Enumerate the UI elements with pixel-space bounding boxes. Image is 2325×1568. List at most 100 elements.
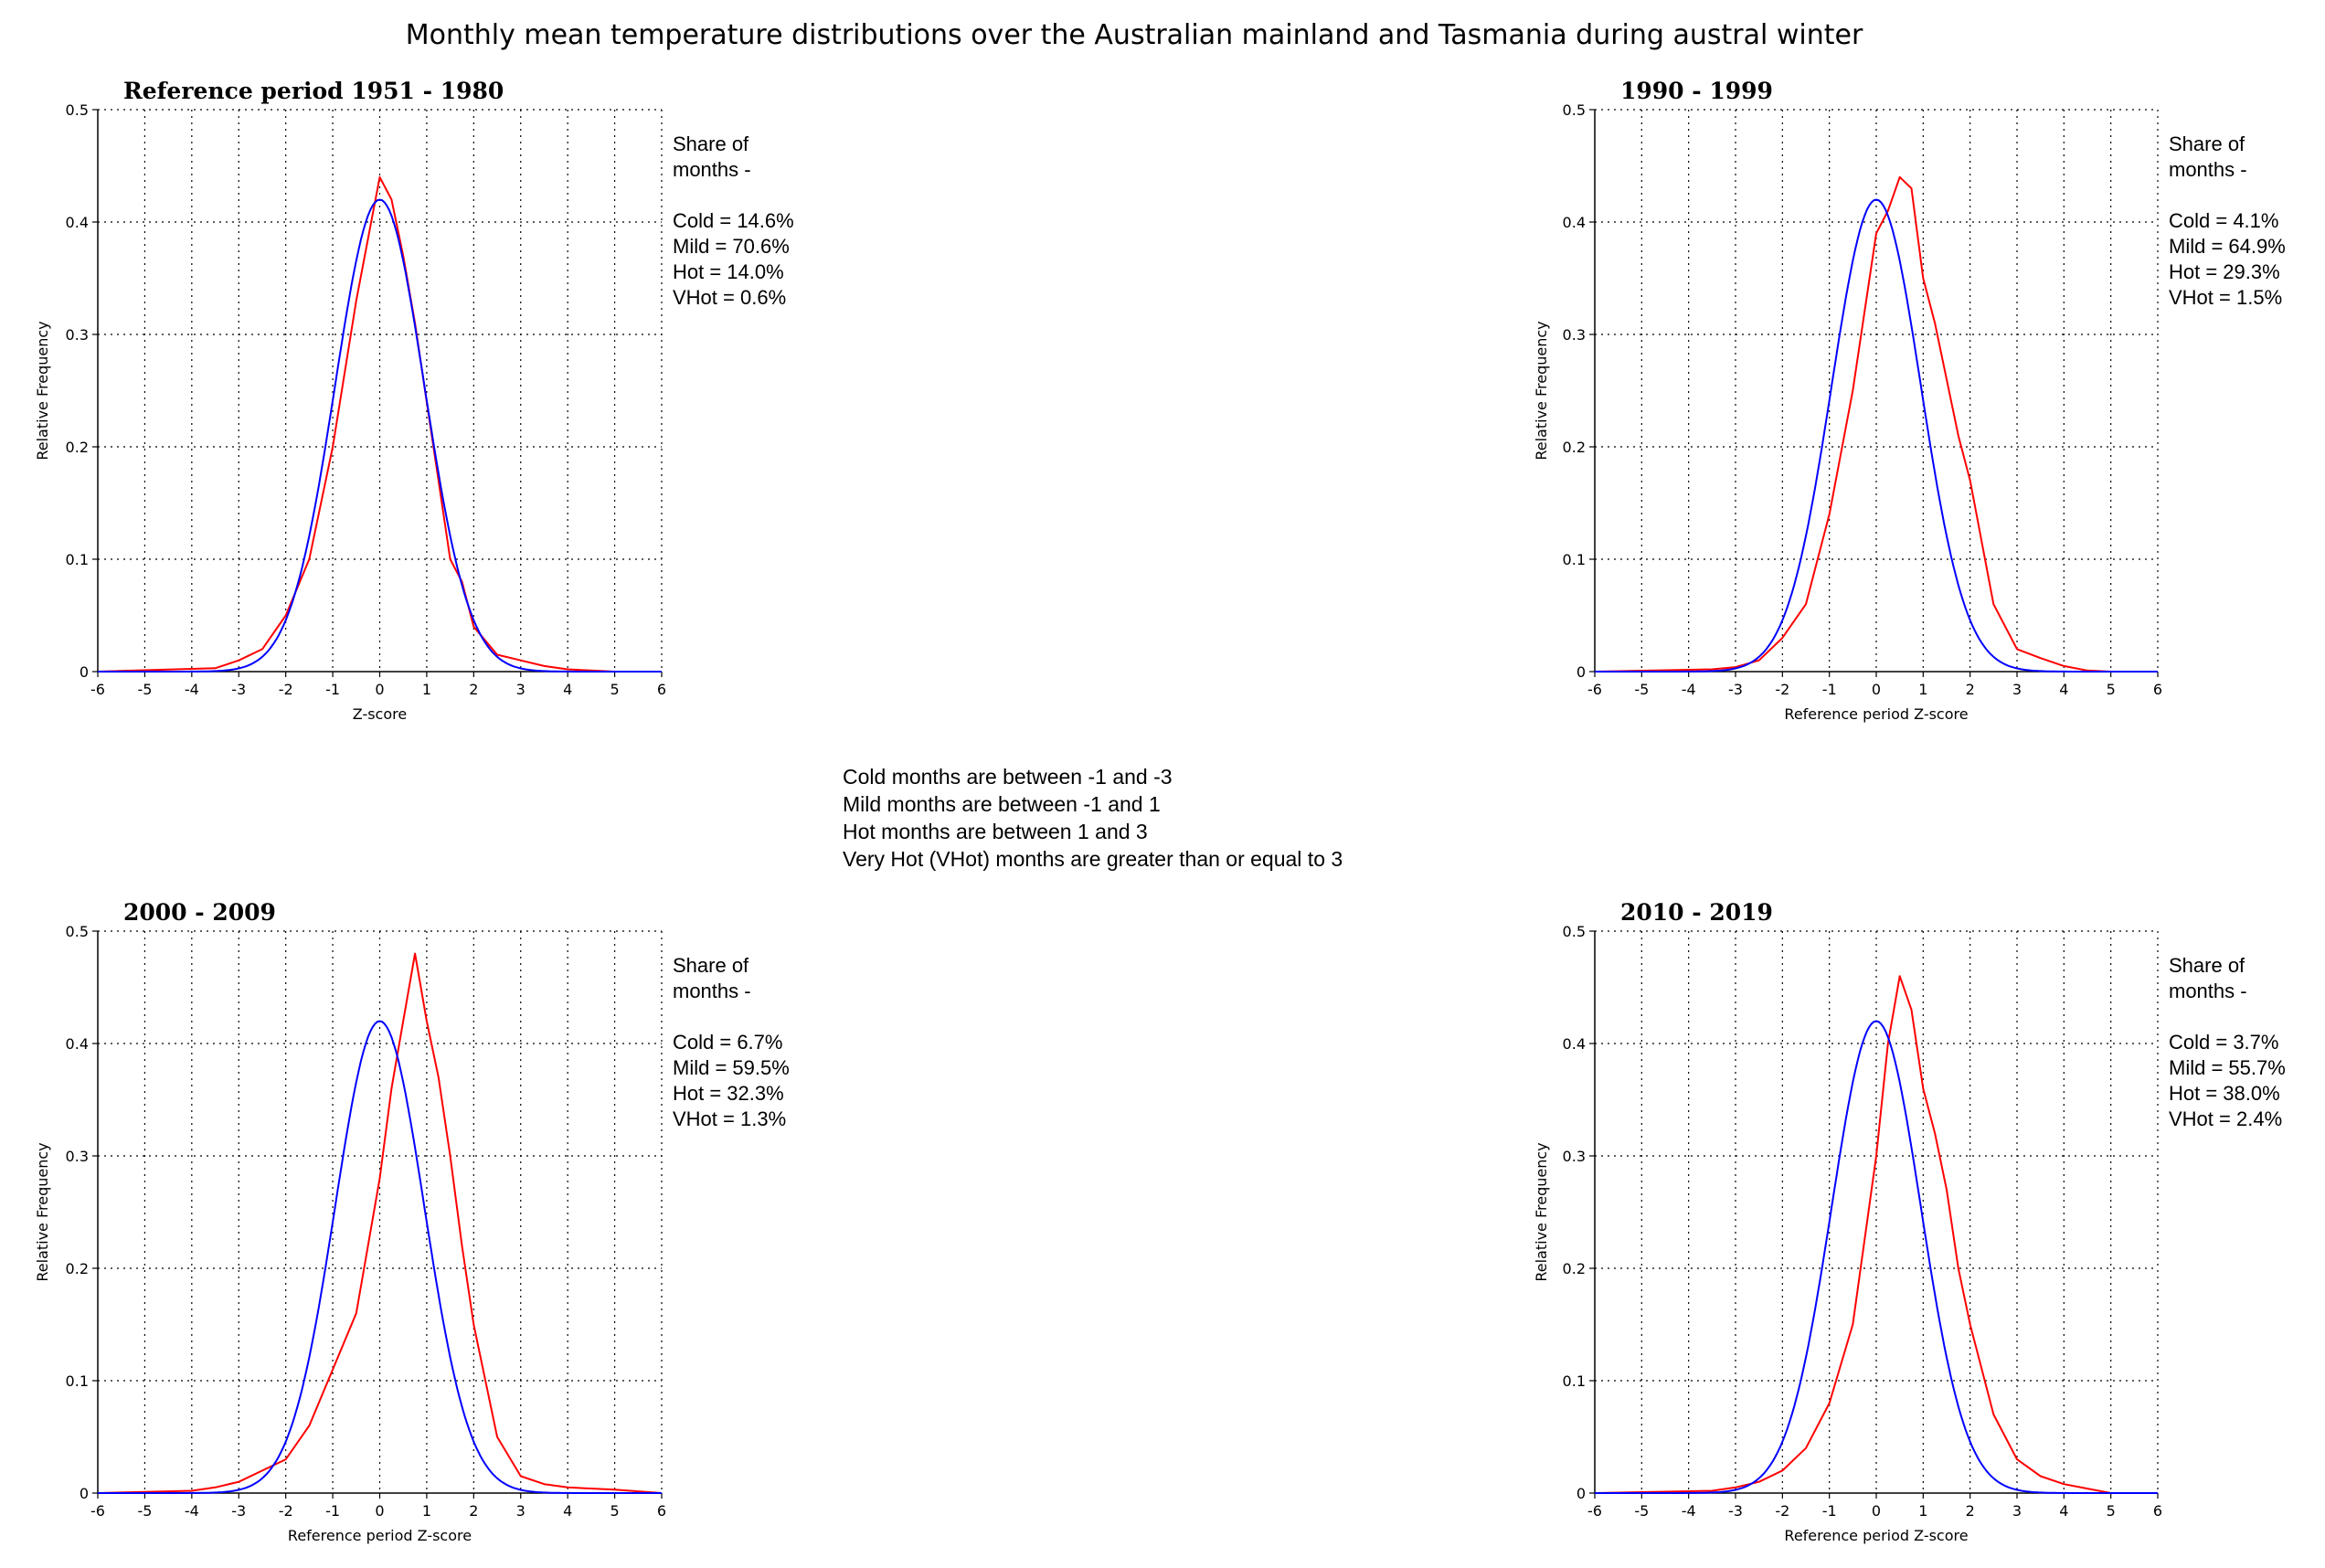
x-tick-label: -2 [1775,1502,1789,1520]
y-tick-label: 0 [80,1485,89,1502]
x-tick-label: 1 [1918,681,1927,698]
x-tick-label: 4 [2059,1502,2068,1520]
x-tick-label: -6 [1587,1502,1602,1520]
x-tick-label: 5 [2107,1502,2116,1520]
y-tick-label: 0.4 [1563,1035,1586,1053]
x-tick-label: -3 [1728,681,1743,698]
x-tick-label: 2 [1966,1502,1975,1520]
share-text-line: VHot = 1.5% [2169,286,2282,309]
y-tick-label: 0.2 [1563,1260,1586,1277]
y-axis-label: Relative Frequency [1533,1142,1550,1281]
panel-title: 1990 - 1999 [1620,78,1773,104]
chart-panel-2: 1990 - 1999 -6 -5 -4 -3 -2 -1 0 1 2 3 4 5 6 0 0.1 0.2 0.3… [1533,78,2286,723]
x-tick-label: 2 [1966,681,1975,698]
y-tick-label: 0.1 [1563,551,1586,568]
x-tick-label: 3 [516,681,526,698]
share-text-line: Cold = 3.7% [2169,1031,2278,1054]
x-tick-label: -5 [1634,1502,1649,1520]
share-text-line: Share of [2169,132,2245,155]
x-tick-label: 0 [1872,681,1881,698]
y-tick-label: 0.2 [1563,439,1586,456]
y-tick-label: 0 [1577,663,1586,681]
x-tick-label: 5 [610,681,619,698]
x-axis-label: Reference period Z-score [1784,705,1968,723]
x-tick-label: -3 [231,1502,246,1520]
y-tick-label: 0 [1577,1485,1586,1502]
x-tick-label: -6 [1587,681,1602,698]
x-tick-label: -4 [1682,681,1696,698]
share-text-line: months - [673,158,751,181]
share-text-line: VHot = 2.4% [2169,1107,2282,1130]
category-notes: Cold months are between -1 and -3 Mild m… [843,765,1343,871]
y-tick-label: 0 [80,663,89,681]
share-text-line: Cold = 14.6% [673,209,794,232]
x-tick-label: 3 [516,1502,526,1520]
y-tick-label: 0.5 [66,923,89,940]
chart-panel-3: 2000 - 2009 -6 -5 -4 -3 -2 -1 0 1 2 3 4 5 6 0 0.1 0.2 0.3… [34,899,790,1544]
y-tick-label: 0.3 [1563,326,1586,344]
x-tick-label: 2 [469,1502,478,1520]
reference-curve [1595,1020,2158,1494]
share-text-line: Cold = 4.1% [2169,209,2278,232]
share-text-line: Mild = 64.9% [2169,235,2286,258]
share-text-line: months - [2169,980,2247,1002]
share-text-line: Share of [2169,954,2245,977]
y-tick-label: 0.1 [1563,1372,1586,1390]
x-tick-label: -6 [90,1502,105,1520]
note-cold: Cold months are between -1 and -3 [843,765,1173,789]
x-tick-label: 4 [2059,681,2068,698]
x-tick-label: -1 [325,681,340,698]
note-vhot: Very Hot (VHot) months are greater than … [843,847,1343,871]
observed-curve [1594,975,2158,1494]
x-axis-label: Reference period Z-score [1784,1527,1968,1544]
observed-curve [1594,175,2158,673]
observed-curve [97,952,663,1494]
y-axis-label: Relative Frequency [34,321,51,460]
x-tick-label: -3 [231,681,246,698]
chart-panel-4: 2010 - 2019 -6 -5 -4 -3 -2 -1 0 1 2 3 4 5 6 0 0.1 0.2 0.3… [1533,899,2286,1544]
x-tick-label: 1 [1918,1502,1927,1520]
share-text-line: Hot = 38.0% [2169,1082,2280,1105]
share-text-line: Hot = 14.0% [673,260,784,283]
share-text-line: Hot = 29.3% [2169,260,2280,283]
x-tick-label: -4 [185,1502,199,1520]
y-axis-label: Relative Frequency [1533,321,1550,460]
x-tick-label: -2 [1775,681,1789,698]
note-hot: Hot months are between 1 and 3 [843,820,1148,843]
x-tick-label: 6 [657,1502,666,1520]
x-tick-label: 0 [375,1502,384,1520]
y-tick-label: 0.3 [66,1148,89,1165]
x-tick-label: 0 [375,681,384,698]
x-tick-label: -5 [137,1502,152,1520]
chart-panel-1: Reference period 1951 - 1980 -6 -5 -4 -3 -2 -1… [34,78,794,723]
share-text-line: VHot = 0.6% [673,286,786,309]
x-tick-label: 3 [2012,681,2022,698]
share-text-line: Hot = 32.3% [673,1082,784,1105]
panel-title: Reference period 1951 - 1980 [123,78,504,104]
x-tick-label: -3 [1728,1502,1743,1520]
x-tick-label: 4 [563,1502,572,1520]
share-text-line: Cold = 6.7% [673,1031,782,1054]
x-tick-label: -2 [279,1502,293,1520]
note-mild: Mild months are between -1 and 1 [843,792,1161,816]
x-tick-label: 4 [563,681,572,698]
y-tick-label: 0.4 [66,1035,89,1053]
y-tick-label: 0.1 [66,551,89,568]
x-tick-label: 0 [1872,1502,1881,1520]
share-text-line: months - [2169,158,2247,181]
share-text-line: VHot = 1.3% [673,1107,786,1130]
figure-title: Monthly mean temperature distributions o… [406,19,1863,51]
panels: Reference period 1951 - 1980 -6 -5 -4 -3 -2 -1… [34,78,2286,1544]
y-tick-label: 0.4 [66,214,89,231]
reference-curve [98,1020,662,1494]
y-tick-label: 0.1 [66,1372,89,1390]
y-tick-label: 0.5 [1563,923,1586,940]
x-tick-label: 6 [657,681,666,698]
share-text-line: Share of [673,954,749,977]
y-tick-label: 0.5 [1563,101,1586,119]
x-tick-label: 6 [2153,1502,2162,1520]
share-text-line: Mild = 70.6% [673,235,790,258]
x-axis-label: Z-score [353,705,407,723]
y-tick-label: 0.2 [66,1260,89,1277]
x-tick-label: -6 [90,681,105,698]
